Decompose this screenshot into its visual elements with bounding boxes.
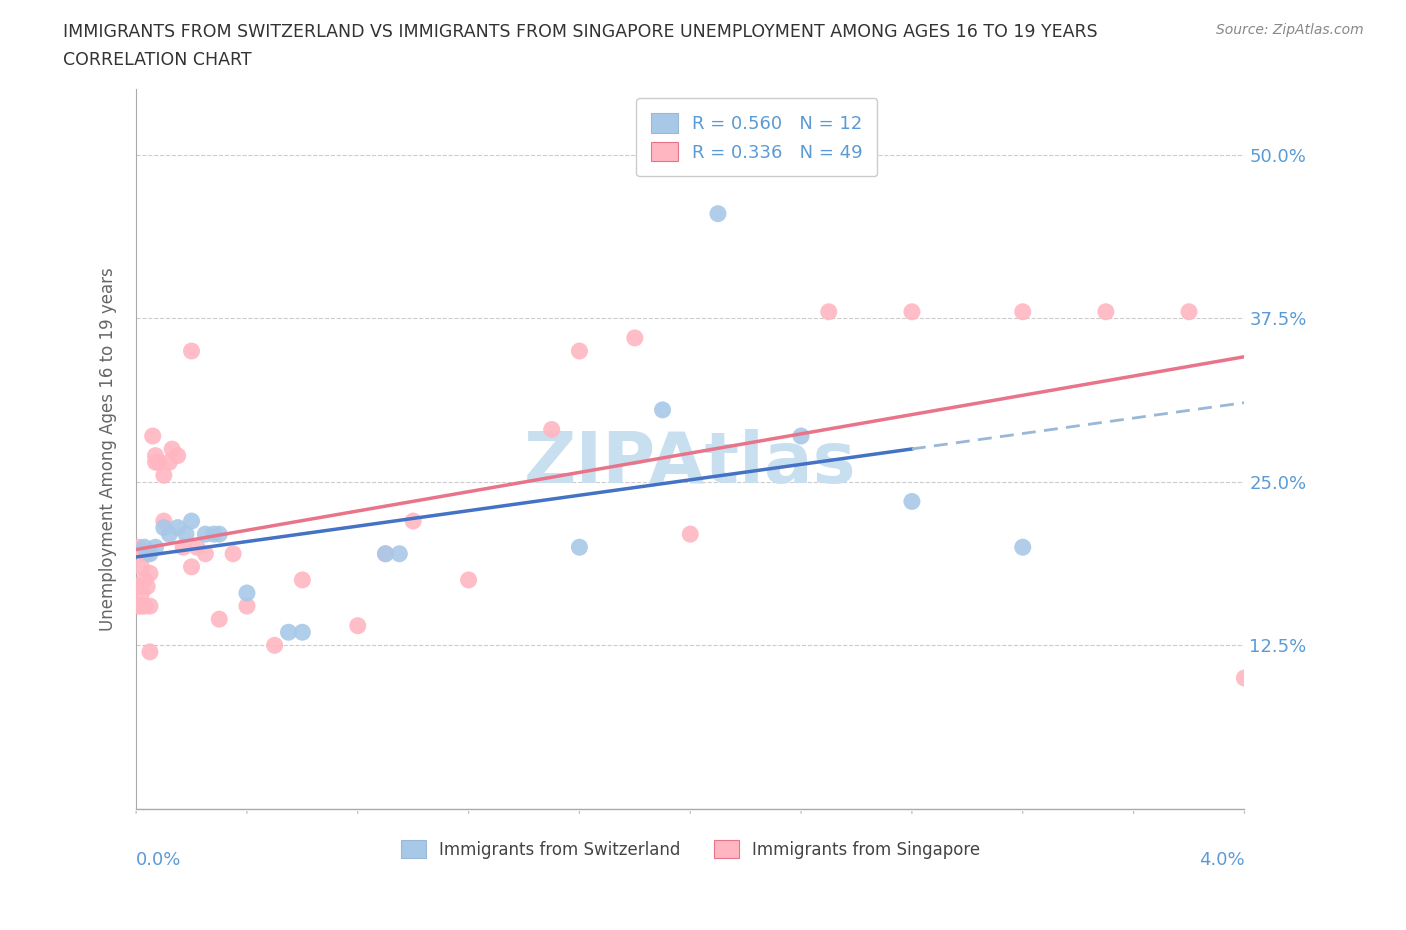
Point [157,526,180,541]
Point [139,599,162,614]
Point [136,579,159,594]
Point [128,539,150,554]
Y-axis label: Unemployment Among Ages 16 to 19 years: Unemployment Among Ages 16 to 19 years [100,267,117,631]
Point [402,513,425,528]
Point [174,526,197,541]
Point [142,429,165,444]
Point [145,539,167,554]
Point [679,526,702,541]
Point [1233,671,1256,685]
Legend: Immigrants from Switzerland, Immigrants from Singapore: Immigrants from Switzerland, Immigrants … [394,833,987,865]
Text: IMMIGRANTS FROM SWITZERLAND VS IMMIGRANTS FROM SINGAPORE UNEMPLOYMENT AMONG AGES: IMMIGRANTS FROM SWITZERLAND VS IMMIGRANT… [63,23,1098,41]
Point [291,573,314,588]
Text: Source: ZipAtlas.com: Source: ZipAtlas.com [1216,23,1364,37]
Point [457,573,479,588]
Point [166,448,188,463]
Point [128,579,150,594]
Point [901,304,924,319]
Point [148,455,170,470]
Point [157,455,180,470]
Point [790,429,813,444]
Point [139,566,162,581]
Point [128,599,150,614]
Point [374,546,396,561]
Text: 0.0%: 0.0% [136,851,181,869]
Point [208,612,231,627]
Point [186,539,208,554]
Point [136,546,159,561]
Point [139,644,162,659]
Point [817,304,839,319]
Point [145,455,167,470]
Point [1095,304,1118,319]
Point [153,468,176,483]
Text: ZIPAtlas: ZIPAtlas [524,429,856,498]
Point [134,539,156,554]
Point [1178,304,1201,319]
Point [222,546,245,561]
Point [208,526,231,541]
Point [153,513,176,528]
Point [134,546,156,561]
Point [194,546,217,561]
Point [1011,304,1033,319]
Point [374,546,396,561]
Point [172,539,194,554]
Text: 4.0%: 4.0% [1199,851,1244,869]
Point [707,206,730,221]
Point [131,560,153,575]
Point [291,625,314,640]
Point [153,520,176,535]
Point [166,520,188,535]
Point [160,442,183,457]
Point [651,403,673,418]
Point [901,494,924,509]
Point [145,448,167,463]
Point [134,573,156,588]
Point [540,422,562,437]
Point [236,586,259,601]
Text: CORRELATION CHART: CORRELATION CHART [63,51,252,69]
Point [180,560,202,575]
Point [568,539,591,554]
Point [180,343,202,358]
Point [388,546,411,561]
Point [131,599,153,614]
Point [139,546,162,561]
Point [568,343,591,358]
Point [277,625,299,640]
Point [202,526,225,541]
Point [624,330,647,345]
Point [180,513,202,528]
Point [1011,539,1033,554]
Point [194,526,217,541]
Point [346,618,368,633]
Point [263,638,285,653]
Point [134,599,156,614]
Point [131,586,153,601]
Point [236,599,259,614]
